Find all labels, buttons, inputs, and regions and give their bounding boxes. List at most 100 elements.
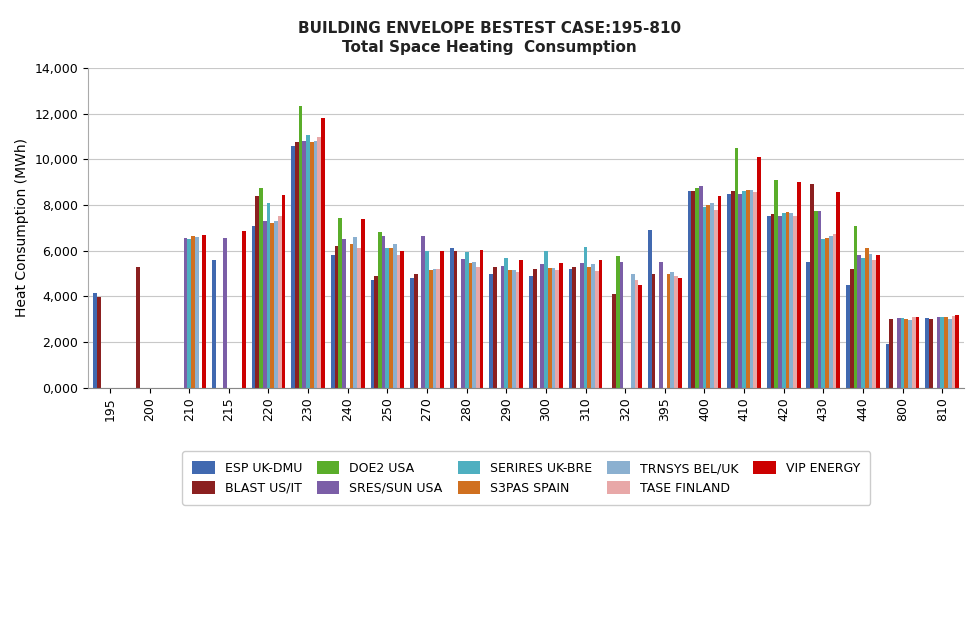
Bar xyxy=(871,260,875,388)
Bar xyxy=(282,195,285,388)
Bar xyxy=(97,297,101,388)
Bar xyxy=(792,217,796,388)
Bar xyxy=(374,276,378,388)
Bar xyxy=(396,255,400,388)
Bar xyxy=(334,246,338,388)
Bar xyxy=(251,226,255,388)
Bar xyxy=(749,190,753,388)
Bar xyxy=(734,148,737,388)
Bar xyxy=(341,239,345,388)
Bar xyxy=(647,230,651,388)
Bar xyxy=(259,188,262,388)
Bar xyxy=(828,236,832,388)
Bar xyxy=(943,317,947,388)
Bar xyxy=(867,254,871,388)
Bar xyxy=(694,188,698,388)
Bar xyxy=(713,210,717,388)
Bar xyxy=(928,319,932,388)
Bar xyxy=(298,106,302,388)
Bar xyxy=(317,137,321,388)
Text: Total Space Heating  Consumption: Total Space Heating Consumption xyxy=(341,40,637,54)
Bar xyxy=(770,214,774,388)
Bar xyxy=(824,238,828,388)
Bar xyxy=(370,280,374,388)
Bar xyxy=(936,317,940,388)
Bar xyxy=(634,280,638,388)
Bar xyxy=(453,251,457,388)
Bar xyxy=(766,217,770,388)
Bar xyxy=(572,267,576,388)
Bar xyxy=(266,203,270,388)
Bar xyxy=(687,192,690,388)
Bar xyxy=(93,293,97,388)
Bar xyxy=(709,203,713,388)
Bar xyxy=(389,249,392,388)
Bar xyxy=(598,260,601,388)
Bar xyxy=(202,235,205,388)
Bar xyxy=(195,237,199,388)
Bar xyxy=(321,119,325,388)
Bar xyxy=(449,249,453,388)
Bar xyxy=(414,274,418,388)
Bar xyxy=(274,221,278,388)
Bar xyxy=(784,212,788,388)
Y-axis label: Heat Consumption (MWh): Heat Consumption (MWh) xyxy=(15,138,29,317)
Bar xyxy=(788,213,792,388)
Bar xyxy=(191,236,195,388)
Bar xyxy=(255,196,259,388)
Bar xyxy=(532,269,536,388)
Bar xyxy=(810,185,813,388)
Bar xyxy=(515,272,519,388)
Bar xyxy=(908,320,911,388)
Bar xyxy=(741,192,745,388)
Bar xyxy=(508,270,511,388)
Bar xyxy=(242,231,245,388)
Bar xyxy=(548,268,551,388)
Bar xyxy=(940,317,943,388)
Bar xyxy=(475,267,479,388)
Bar xyxy=(400,251,404,388)
Bar xyxy=(558,263,562,388)
Bar xyxy=(832,233,835,388)
Bar xyxy=(947,319,951,388)
Bar xyxy=(731,192,734,388)
Bar xyxy=(428,270,432,388)
Bar xyxy=(184,238,187,388)
Bar xyxy=(630,274,634,388)
Bar xyxy=(540,264,544,388)
Bar xyxy=(187,239,191,388)
Bar xyxy=(392,244,396,388)
Bar xyxy=(385,249,389,388)
Bar xyxy=(424,251,428,388)
Bar xyxy=(924,318,928,388)
Bar xyxy=(638,285,642,388)
Bar xyxy=(666,274,670,388)
Bar xyxy=(349,244,353,388)
Bar xyxy=(813,211,817,388)
Bar xyxy=(615,256,619,388)
Bar xyxy=(465,252,468,388)
Bar xyxy=(753,192,756,388)
Bar xyxy=(857,255,861,388)
Bar xyxy=(835,192,839,388)
Bar xyxy=(353,237,357,388)
Bar xyxy=(291,146,294,388)
Bar xyxy=(519,260,522,388)
Bar xyxy=(489,274,493,388)
Bar xyxy=(357,249,361,388)
Bar xyxy=(796,182,800,388)
Bar xyxy=(504,258,508,388)
Bar xyxy=(619,262,623,388)
Bar xyxy=(778,217,781,388)
Bar xyxy=(591,264,595,388)
Bar xyxy=(849,269,853,388)
Bar xyxy=(493,267,497,388)
Bar xyxy=(705,205,709,388)
Bar xyxy=(528,276,532,388)
Bar xyxy=(479,249,483,388)
Bar xyxy=(889,319,892,388)
Bar xyxy=(306,135,310,388)
Bar xyxy=(864,249,867,388)
Bar xyxy=(595,271,598,388)
Bar xyxy=(951,316,955,388)
